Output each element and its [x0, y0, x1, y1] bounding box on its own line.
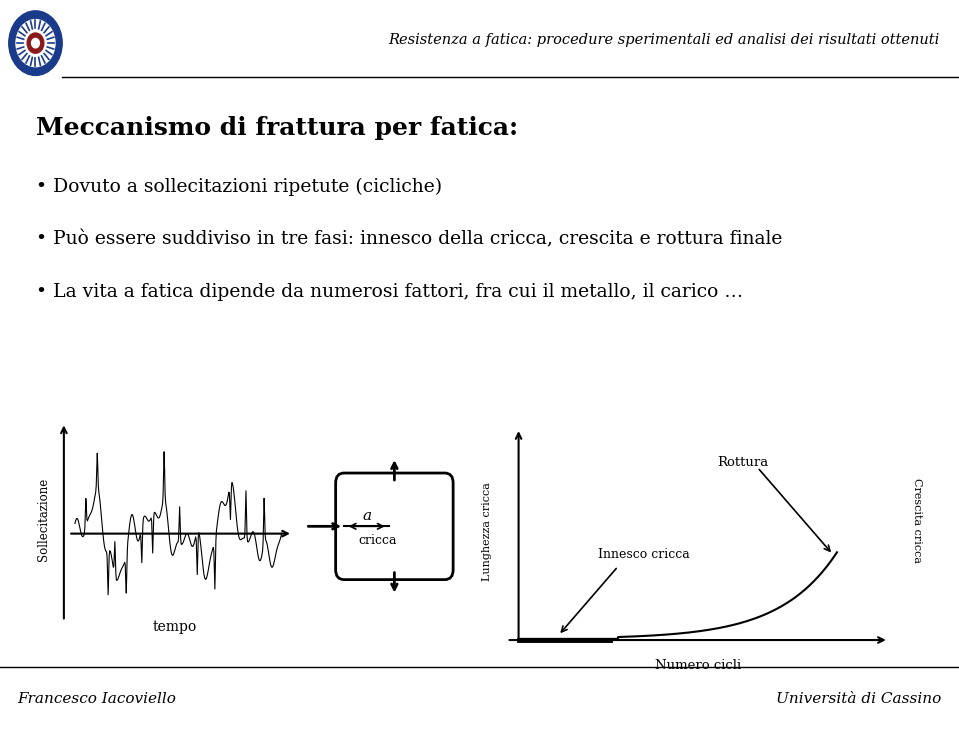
- Text: • Può essere suddiviso in tre fasi: innesco della cricca, crescita e rottura fin: • Può essere suddiviso in tre fasi: inne…: [36, 231, 783, 249]
- Text: cricca: cricca: [359, 534, 397, 547]
- Circle shape: [16, 20, 55, 67]
- Text: Meccanismo di frattura per fatica:: Meccanismo di frattura per fatica:: [36, 116, 519, 140]
- Text: Innesco cricca: Innesco cricca: [598, 548, 690, 561]
- Circle shape: [9, 11, 62, 75]
- FancyBboxPatch shape: [336, 473, 453, 580]
- Text: Rottura: Rottura: [717, 456, 769, 469]
- Text: tempo: tempo: [152, 620, 198, 635]
- Text: • Dovuto a sollecitazioni ripetute (cicliche): • Dovuto a sollecitazioni ripetute (cicl…: [36, 178, 442, 195]
- Circle shape: [32, 39, 39, 48]
- Circle shape: [27, 33, 44, 53]
- Text: Università di Cassino: Università di Cassino: [777, 692, 942, 706]
- Text: Numero cicli: Numero cicli: [655, 659, 740, 672]
- Text: Resistenza a fatica: procedure sperimentali ed analisi dei risultati ottenuti: Resistenza a fatica: procedure speriment…: [388, 33, 940, 48]
- Text: • La vita a fatica dipende da numerosi fattori, fra cui il metallo, il carico …: • La vita a fatica dipende da numerosi f…: [36, 284, 743, 301]
- Text: Crescita cricca: Crescita cricca: [912, 478, 922, 563]
- Text: Lunghezza cricca: Lunghezza cricca: [481, 482, 492, 581]
- Text: Francesco Iacoviello: Francesco Iacoviello: [17, 692, 176, 706]
- Text: a: a: [363, 510, 371, 523]
- Text: Sollecitazione: Sollecitazione: [37, 477, 51, 561]
